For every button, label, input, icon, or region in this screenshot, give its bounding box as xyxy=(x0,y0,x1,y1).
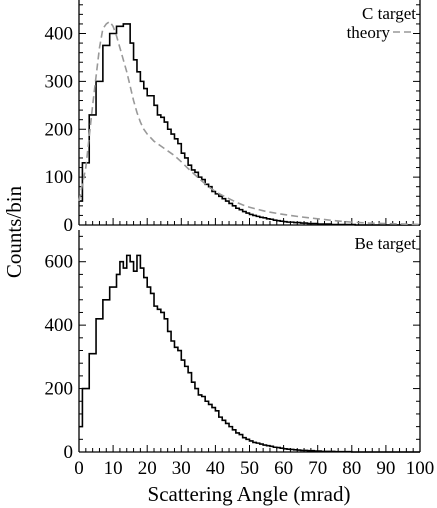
x-tick-label: 0 xyxy=(74,458,84,479)
x-tick-label: 80 xyxy=(342,458,361,479)
y-tick-label: 200 xyxy=(45,379,74,400)
x-tick-label: 50 xyxy=(240,458,259,479)
x-tick-label: 10 xyxy=(104,458,123,479)
histogram-c-target xyxy=(79,23,420,226)
x-axis-label: Scattering Angle (mrad) xyxy=(148,482,351,506)
y-axis-label: Counts/bin xyxy=(2,185,26,278)
y-tick-label: 400 xyxy=(45,24,74,45)
x-tick-label: 30 xyxy=(172,458,191,479)
x-tick-label: 60 xyxy=(274,458,293,479)
x-tick-label: 20 xyxy=(138,458,157,479)
curve-theory xyxy=(78,20,421,226)
bottom-panel-be-target: 0 200 400 600 0 10 20 30 40 50 60 70 80 90 100 Be targe… xyxy=(45,230,435,479)
y-tick-label: 300 xyxy=(45,71,74,92)
y-tick-label: 400 xyxy=(45,315,74,336)
y-tick-label: 0 xyxy=(64,442,74,463)
x-tick-label: 90 xyxy=(376,458,395,479)
legend-label: Be target xyxy=(354,234,416,253)
x-tick-label: 40 xyxy=(206,458,225,479)
y-tick-label: 0 xyxy=(64,215,74,236)
x-tick-label: 70 xyxy=(308,458,327,479)
y-tick-label: 200 xyxy=(45,119,74,140)
y-tick-label: 600 xyxy=(45,252,74,273)
histogram-be-target xyxy=(79,254,420,453)
legend-label: C target xyxy=(362,4,416,23)
y-tick-label: 100 xyxy=(45,167,74,188)
x-tick-label: 100 xyxy=(406,458,435,479)
legend-label: theory xyxy=(347,23,391,42)
